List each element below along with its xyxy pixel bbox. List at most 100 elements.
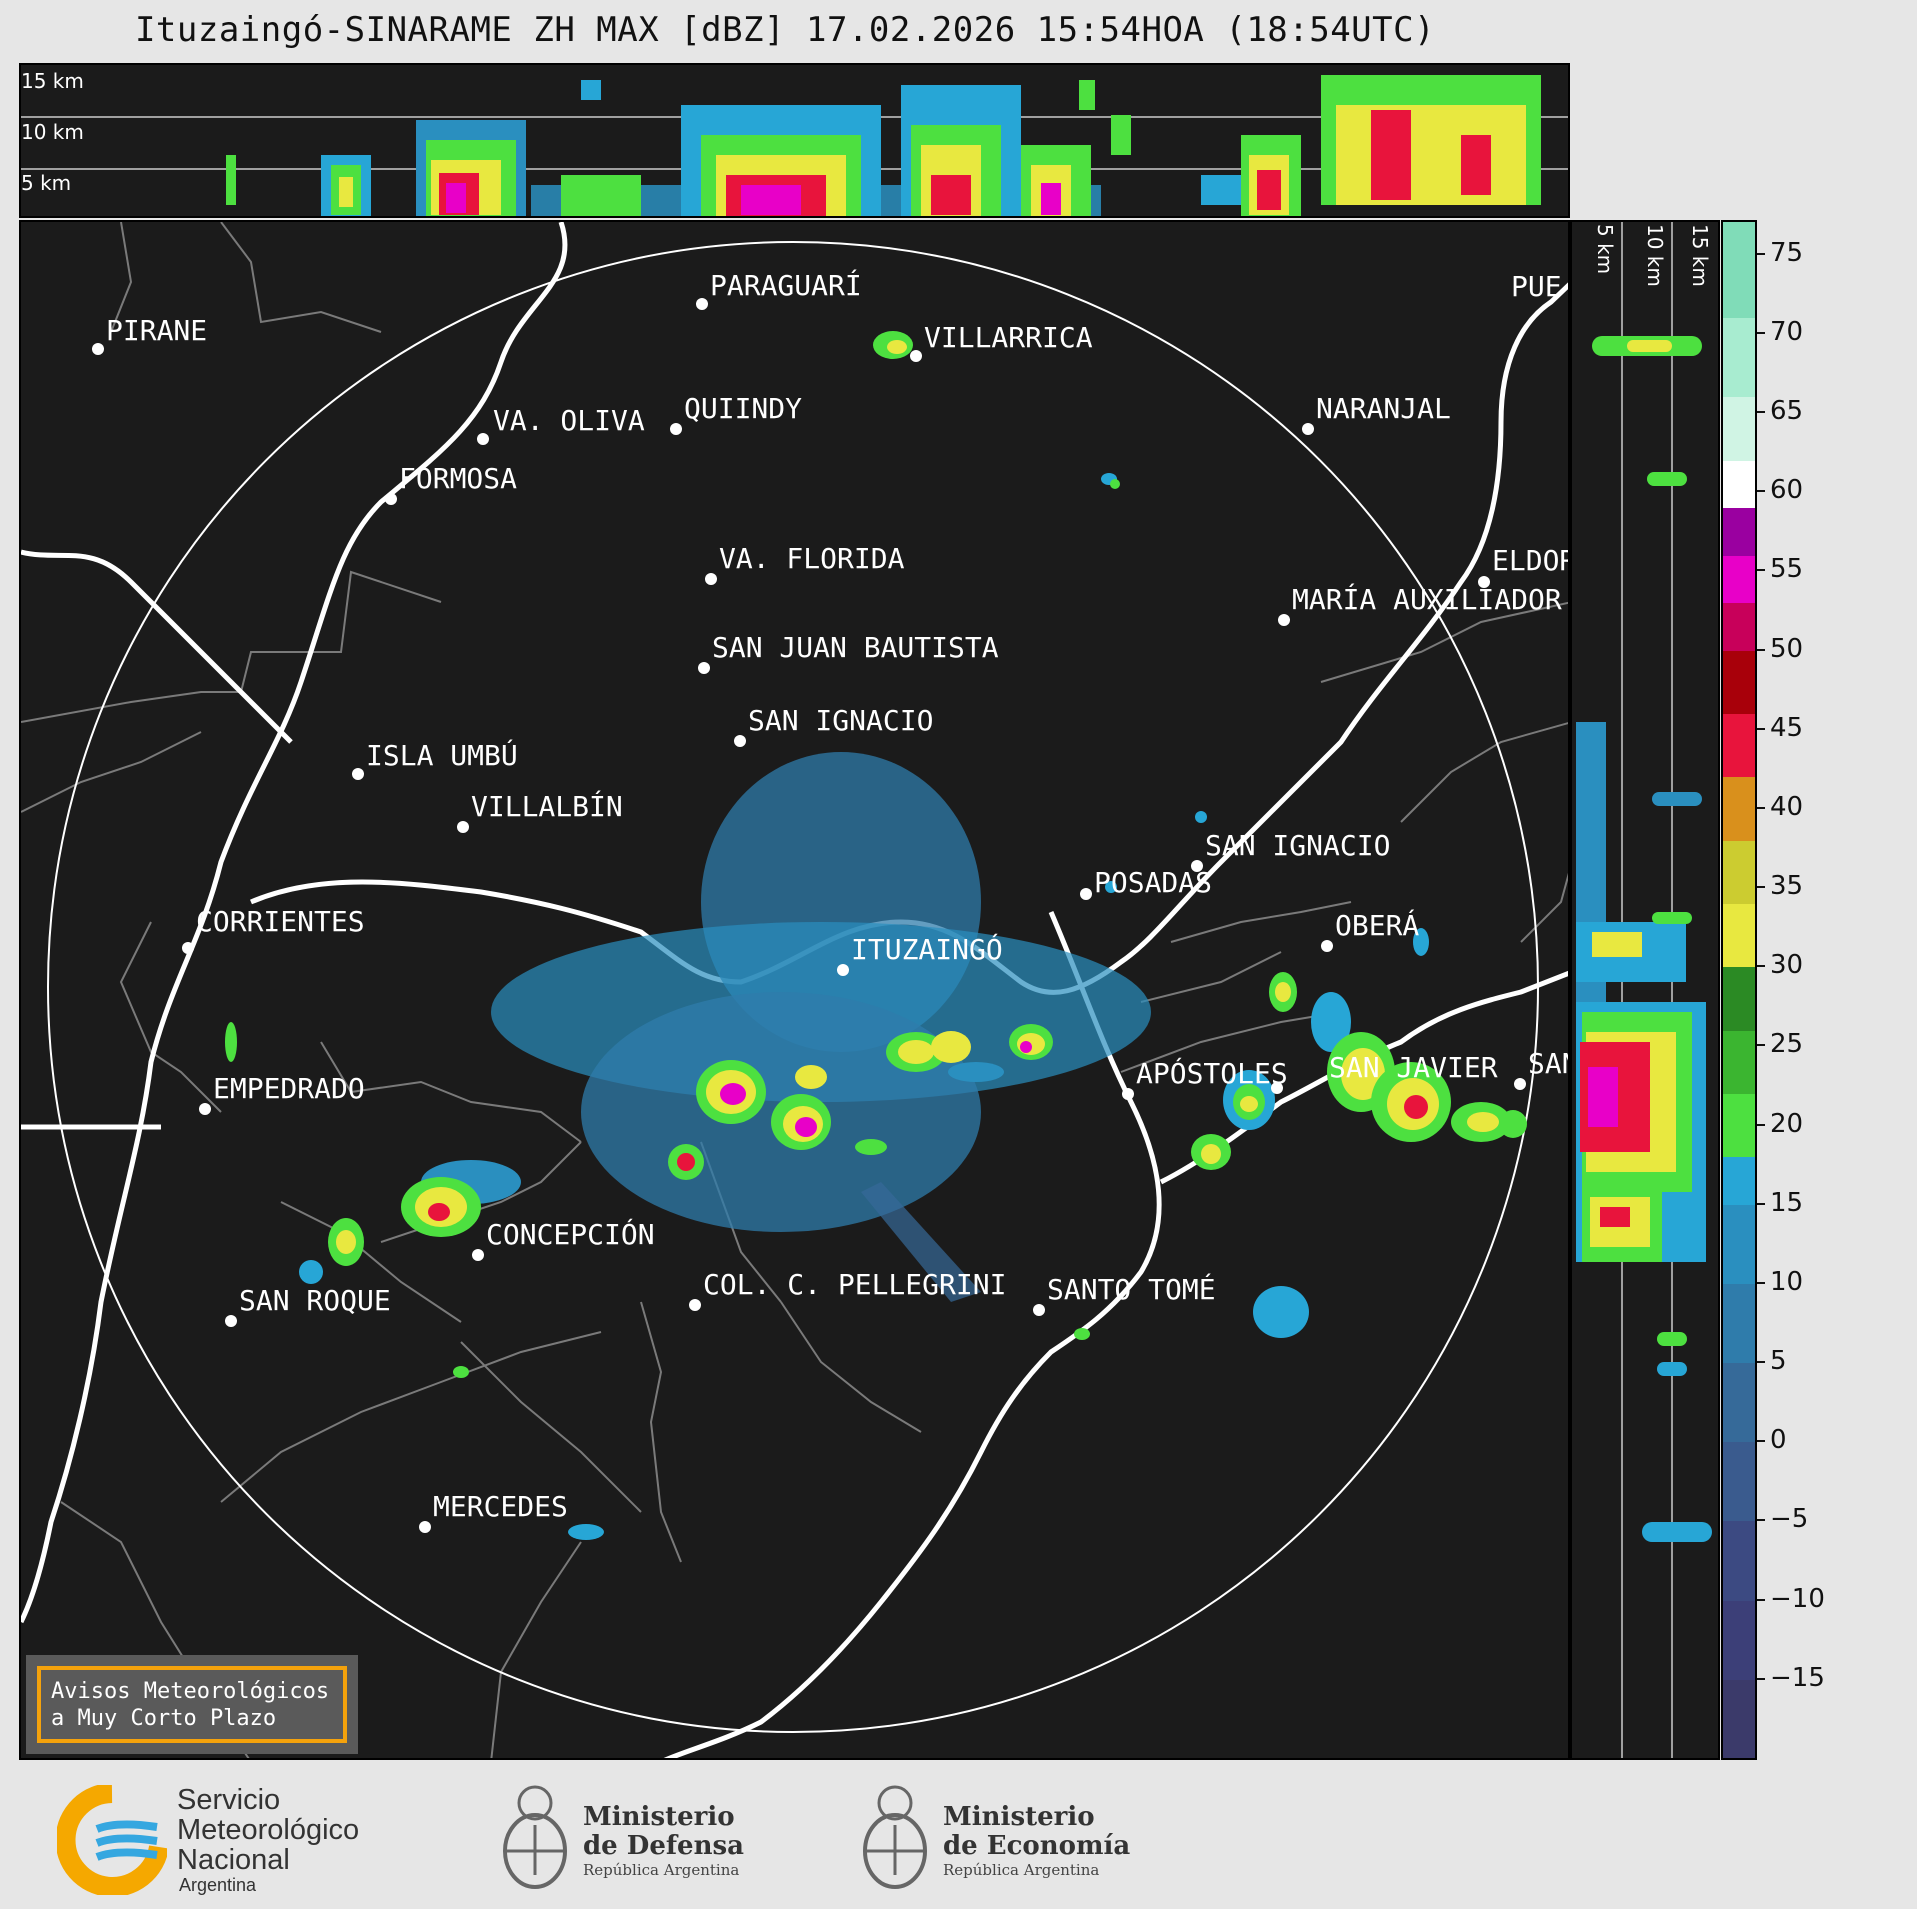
- city-dot-col-c-pellegrini[interactable]: [689, 1299, 701, 1311]
- colorbar-band: [1723, 317, 1755, 398]
- city-dot-villalbin[interactable]: [457, 821, 469, 833]
- colorbar-band: [1723, 222, 1755, 318]
- city-dot-villarrica[interactable]: [910, 350, 922, 362]
- city-dot-isla-umbu[interactable]: [352, 768, 364, 780]
- coat-of-arms-icon: [503, 1785, 567, 1889]
- right-cross-section: 5 km 10 km 15 km: [1570, 220, 1720, 1760]
- city-label-ituzaingo: ITUZAINGÓ: [851, 933, 1003, 966]
- colorbar-tick-label: 5: [1770, 1346, 1787, 1377]
- city-dot-naranjal[interactable]: [1302, 423, 1314, 435]
- colorbar-band: [1723, 1441, 1755, 1522]
- city-dot-apostoles[interactable]: [1122, 1088, 1134, 1100]
- colorbar-band: [1723, 776, 1755, 841]
- avisos-frame: Avisos Meteorológicos a Muy Corto Plazo: [37, 1666, 347, 1743]
- city-label-obera: OBERÁ: [1335, 909, 1420, 942]
- smn-line-1: Servicio: [177, 1784, 281, 1816]
- city-dot-ituzaingo[interactable]: [837, 964, 849, 976]
- city-dot-posadas[interactable]: [1080, 888, 1092, 900]
- city-dot-quiindy[interactable]: [670, 423, 682, 435]
- radar-map-canvas: [21, 222, 1568, 1758]
- city-label-isla-umbu: ISLA UMBÚ: [366, 739, 518, 772]
- city-dot-maria-auxiliadora[interactable]: [1278, 614, 1290, 626]
- colorbar-tick: [1757, 1598, 1765, 1601]
- economia-line-2: de Economía: [943, 1831, 1131, 1861]
- city-dot-san-ignacio-ar[interactable]: [1191, 860, 1203, 872]
- city-label-san-juan-bautista: SAN JUAN BAUTISTA: [712, 631, 999, 664]
- colorbar-band: [1723, 554, 1755, 604]
- defensa-line-1: Ministerio: [583, 1802, 735, 1832]
- radar-map[interactable]: PIRANE PARAGUARÍ VILLARRICA VA. OLIVA QU…: [19, 220, 1570, 1760]
- city-label-san-javier: SAN JAVIER: [1329, 1051, 1498, 1084]
- city-dot-san-javier[interactable]: [1271, 1082, 1283, 1094]
- colorbar-tick: [1757, 569, 1765, 572]
- city-dot-empedrado[interactable]: [199, 1103, 211, 1115]
- colorbar-tick: [1757, 1677, 1765, 1680]
- colorbar-tick-label: 15: [1770, 1187, 1804, 1218]
- city-dot-san-ignacio-py[interactable]: [734, 735, 746, 747]
- colorbar-tick: [1757, 886, 1765, 889]
- city-dot-paraguari[interactable]: [696, 298, 708, 310]
- colorbar-tick: [1757, 1044, 1765, 1047]
- avisos-line-1: Avisos Meteorológicos: [51, 1679, 330, 1704]
- city-dot-va-florida[interactable]: [705, 573, 717, 585]
- top-cross-section-echoes: [226, 75, 1541, 216]
- colorbar-tick: [1757, 1519, 1765, 1522]
- colorbar-tick-label: 50: [1770, 633, 1804, 664]
- city-label-naranjal: NARANJAL: [1316, 392, 1451, 425]
- city-label-villalbin: VILLALBÍN: [471, 790, 623, 823]
- echoes-east: [873, 331, 1527, 1338]
- colorbar-tick: [1757, 1361, 1765, 1364]
- smn-logo-icon: [57, 1785, 167, 1895]
- city-label-concepcion: CONCEPCIÓN: [486, 1218, 655, 1251]
- smn-line-3: Nacional: [177, 1844, 290, 1876]
- city-label-posadas: POSADAS: [1094, 866, 1213, 899]
- colorbar-tick: [1757, 490, 1765, 493]
- colorbar-tick: [1757, 648, 1765, 651]
- colorbar-tick: [1757, 331, 1765, 334]
- colorbar-band: [1723, 966, 1755, 1031]
- city-dot-eldor[interactable]: [1478, 576, 1490, 588]
- colorbar-tick-label: 40: [1770, 791, 1804, 822]
- city-label-empedrado: EMPEDRADO: [213, 1072, 365, 1105]
- colorbar-tick-label: 65: [1770, 396, 1804, 427]
- city-label-san-roque: SAN ROQUE: [239, 1284, 391, 1317]
- colorbar-band: [1723, 902, 1755, 968]
- city-dot-santo-tome[interactable]: [1033, 1304, 1045, 1316]
- city-dot-san-juan-bautista[interactable]: [698, 662, 710, 674]
- city-dot-san-roque[interactable]: [225, 1315, 237, 1327]
- city-dot-va-oliva[interactable]: [477, 433, 489, 445]
- colorbar-band: [1723, 712, 1755, 778]
- city-dot-pirane[interactable]: [92, 343, 104, 355]
- colorbar-tick: [1757, 727, 1765, 730]
- colorbar-tick: [1757, 1202, 1765, 1205]
- chart-title: Ituzaingó-SINARAME ZH MAX [dBZ] 17.02.20…: [134, 10, 1436, 50]
- city-dot-formosa[interactable]: [385, 493, 397, 505]
- right-cross-section-plot: [1576, 222, 1712, 1758]
- colorbar-tick: [1757, 252, 1765, 255]
- avisos-box[interactable]: Avisos Meteorológicos a Muy Corto Plazo: [26, 1655, 358, 1754]
- city-dot-concepcion[interactable]: [472, 1249, 484, 1261]
- smn-sub: Argentina: [179, 1875, 257, 1895]
- city-dot-obera[interactable]: [1321, 940, 1333, 952]
- colorbar-band: [1723, 1092, 1755, 1158]
- colorbar-tick: [1757, 806, 1765, 809]
- defensa-line-2: de Defensa: [583, 1831, 744, 1861]
- colorbar-band: [1723, 396, 1755, 461]
- colorbar-band: [1723, 1029, 1755, 1094]
- colorbar: [1721, 220, 1757, 1760]
- city-dot-corrientes[interactable]: [182, 942, 194, 954]
- city-dot-mercedes[interactable]: [419, 1521, 431, 1533]
- city-label-san-ignacio-py: SAN IGNACIO: [748, 704, 934, 737]
- city-label-santo-tome: SANTO TOMÉ: [1047, 1273, 1216, 1306]
- city-label-corrientes: CORRIENTES: [196, 905, 365, 938]
- top-cross-section-plot: [21, 75, 1568, 216]
- smn-line-2: Meteorológico: [177, 1814, 360, 1846]
- city-dot-san[interactable]: [1514, 1078, 1526, 1090]
- city-label-quiindy: QUIINDY: [684, 392, 803, 425]
- colorbar-tick-label: 35: [1770, 871, 1804, 902]
- colorbar-tick-label: −5: [1770, 1504, 1809, 1535]
- economia-line-1: Ministerio: [943, 1802, 1095, 1832]
- colorbar-band: [1723, 1520, 1755, 1601]
- colorbar-tick: [1757, 1281, 1765, 1284]
- city-label-va-florida: VA. FLORIDA: [719, 542, 905, 575]
